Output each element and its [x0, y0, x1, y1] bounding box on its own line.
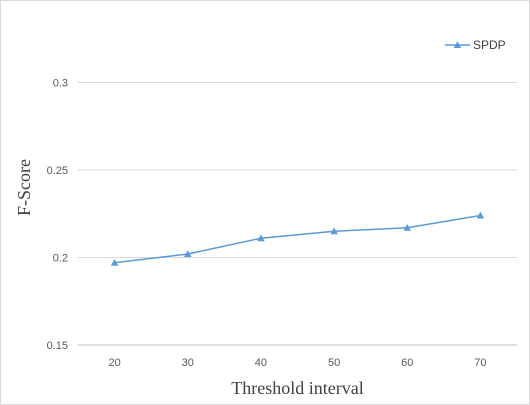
data-point — [257, 234, 265, 242]
data-point — [183, 250, 192, 258]
y-axis-ticks: 0.15 0.2 0.25 0.3 — [47, 78, 68, 353]
y-tick-label: 0.25 — [47, 165, 68, 177]
x-tick-label: 30 — [182, 357, 194, 369]
x-axis-title: Threshold interval — [231, 378, 363, 398]
data-point — [330, 227, 338, 235]
y-tick-label: 0.3 — [53, 78, 68, 90]
data-point — [110, 258, 119, 266]
legend-label-spdp: SPDP — [473, 38, 506, 52]
legend: SPDP — [445, 38, 506, 52]
series-line — [114, 214, 481, 264]
gridlines — [78, 82, 517, 258]
legend-triangle-marker — [453, 41, 462, 49]
x-tick-label: 50 — [328, 357, 340, 369]
data-point — [476, 211, 485, 219]
x-tick-label: 60 — [401, 357, 413, 369]
x-tick-label: 40 — [255, 357, 267, 369]
x-tick-label: 70 — [474, 357, 486, 369]
y-axis-title: F-Score — [14, 159, 34, 216]
series-spdp — [110, 211, 485, 266]
y-tick-label: 0.15 — [47, 340, 68, 352]
x-axis-ticks: 20 30 40 50 60 70 — [108, 357, 486, 369]
data-point — [403, 223, 412, 231]
x-tick-label: 20 — [108, 357, 120, 369]
y-tick-label: 0.2 — [53, 253, 68, 265]
